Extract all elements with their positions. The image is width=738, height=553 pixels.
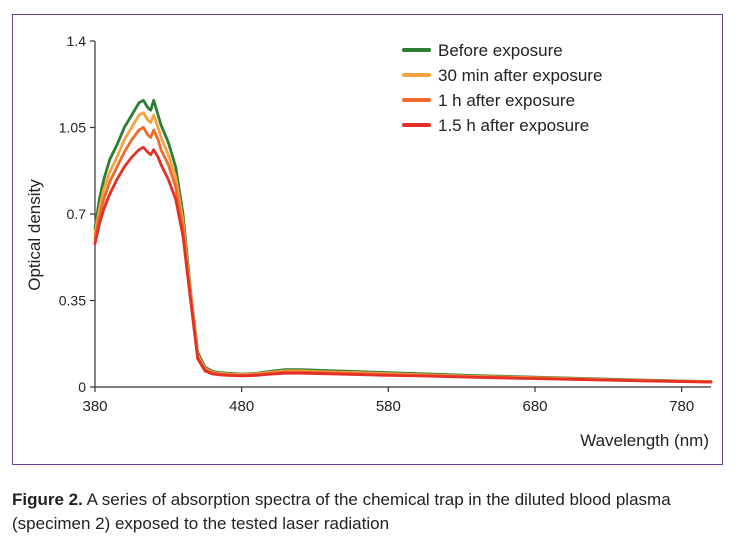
legend-label: 30 min after exposure: [438, 66, 602, 85]
x-tick-label: 480: [229, 398, 254, 415]
x-tick-label: 380: [82, 398, 107, 415]
caption-text: A series of absorption spectra of the ch…: [12, 490, 671, 533]
x-axis-label: Wavelength (nm): [580, 431, 709, 450]
y-tick-label: 1.4: [67, 33, 87, 49]
caption-label: Figure 2.: [12, 490, 83, 509]
x-tick-label: 680: [522, 398, 547, 415]
legend-label: 1 h after exposure: [438, 91, 575, 110]
series-layer: [93, 98, 713, 384]
legend-label: 1.5 h after exposure: [438, 116, 589, 135]
x-tick-label: 580: [376, 398, 401, 415]
series-line: [93, 145, 713, 384]
figure-frame: [12, 14, 723, 465]
y-axis-label: Optical density: [25, 179, 44, 291]
legend: Before exposure 30 min after exposure 1 h …: [402, 41, 602, 135]
series-line: [93, 98, 713, 383]
y-tick-label: 0: [78, 379, 86, 395]
figure-caption: Figure 2. A series of absorption spectra…: [12, 488, 728, 536]
y-tick-label: 0.7: [67, 206, 87, 222]
legend-label: Before exposure: [438, 41, 563, 60]
axes: 0 0.35 0.7 1.05 1.4 380 480 580 680 780: [59, 33, 711, 415]
y-tick-label: 0.35: [59, 293, 86, 309]
y-tick-label: 1.05: [59, 120, 86, 136]
spectra-chart: 0 0.35 0.7 1.05 1.4 380 480 580 680 780 Before ex…: [25, 33, 713, 450]
x-tick-label: 780: [669, 398, 694, 415]
